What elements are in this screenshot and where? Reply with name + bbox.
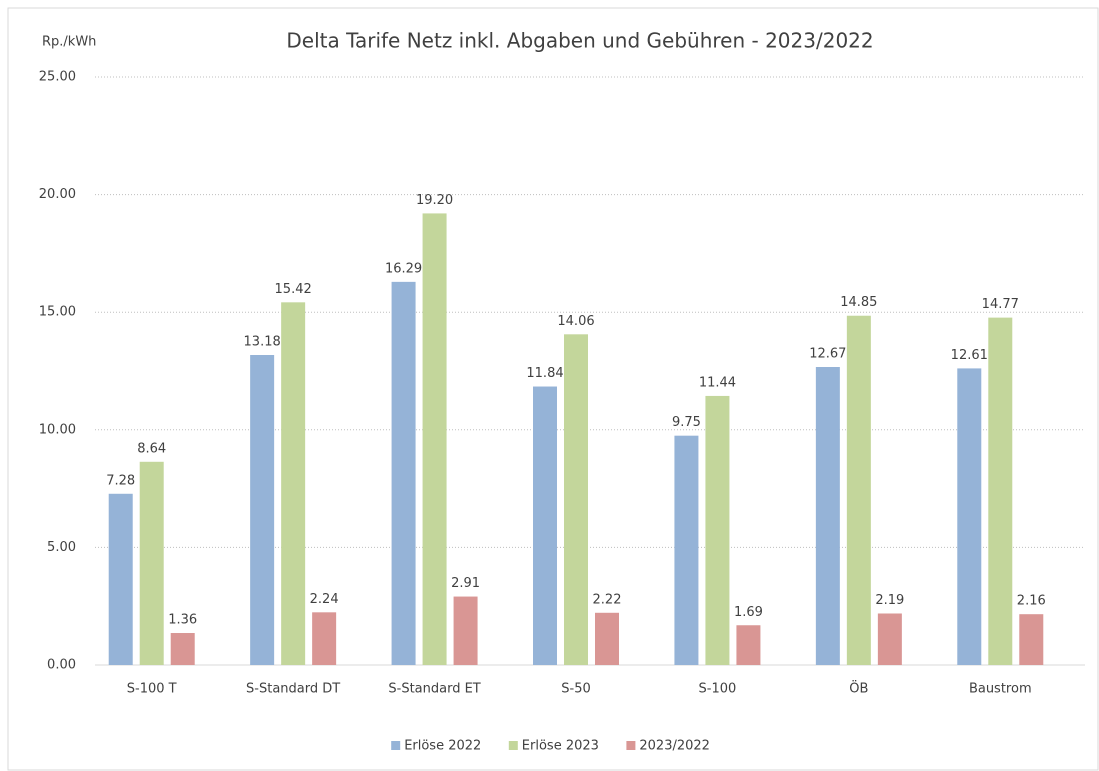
x-tick-label: S-Standard ET xyxy=(388,682,480,697)
data-label: 2.16 xyxy=(1017,594,1046,609)
bar xyxy=(846,315,871,665)
data-label: 12.61 xyxy=(951,348,988,363)
bar xyxy=(312,612,337,665)
data-label: 2.24 xyxy=(310,592,339,607)
data-label: 13.18 xyxy=(244,335,281,350)
legend-swatch xyxy=(391,741,401,750)
y-axis-label: Rp./kWh xyxy=(42,35,96,50)
data-label: 19.20 xyxy=(416,193,453,208)
bar xyxy=(139,461,164,665)
data-label: 7.28 xyxy=(106,473,135,488)
bar xyxy=(108,493,133,665)
legend-swatch xyxy=(508,741,518,750)
data-label: 2.22 xyxy=(593,592,622,607)
data-label: 14.77 xyxy=(982,297,1019,312)
legend-label: 2023/2022 xyxy=(639,739,710,754)
bar xyxy=(674,435,699,665)
chart-title: Delta Tarife Netz inkl. Abgaben und Gebü… xyxy=(286,29,873,53)
data-label: 11.44 xyxy=(699,375,736,390)
bar xyxy=(453,596,478,665)
data-label: 11.84 xyxy=(526,366,563,381)
x-tick-label: ÖB xyxy=(849,680,868,697)
bar xyxy=(391,281,416,665)
bar xyxy=(250,355,275,665)
y-tick-label: 0.00 xyxy=(47,658,76,673)
data-label: 2.19 xyxy=(875,593,904,608)
data-label: 15.42 xyxy=(275,282,312,297)
x-tick-label: S-Standard DT xyxy=(246,682,340,697)
data-label: 14.06 xyxy=(557,314,594,329)
legend-swatch xyxy=(626,741,636,750)
data-label: 16.29 xyxy=(385,261,422,276)
y-tick-label: 25.00 xyxy=(39,70,76,85)
legend-label: Erlöse 2022 xyxy=(404,739,481,754)
data-label: 2.91 xyxy=(451,576,480,591)
y-tick-label: 20.00 xyxy=(39,187,76,202)
y-tick-label: 10.00 xyxy=(39,422,76,437)
bar xyxy=(170,633,195,665)
data-label: 9.75 xyxy=(672,415,701,430)
x-tick-label: Baustrom xyxy=(969,682,1032,697)
data-label: 12.67 xyxy=(809,347,846,362)
bar xyxy=(988,317,1013,665)
bar xyxy=(705,395,730,665)
y-tick-label: 5.00 xyxy=(47,540,76,555)
data-label: 8.64 xyxy=(137,441,166,456)
bar xyxy=(564,334,588,665)
bar xyxy=(1019,614,1044,665)
x-tick-label: S-50 xyxy=(561,682,591,697)
bar xyxy=(877,613,902,665)
bar xyxy=(595,612,619,665)
data-label: 14.85 xyxy=(840,295,877,310)
x-tick-label: S-100 T xyxy=(127,682,177,697)
bar xyxy=(533,386,557,665)
data-label: 1.36 xyxy=(168,613,197,628)
bar xyxy=(815,367,840,665)
bar xyxy=(281,302,306,665)
legend-label: Erlöse 2023 xyxy=(522,739,599,754)
data-label: 1.69 xyxy=(734,605,763,620)
bar xyxy=(957,368,982,665)
bar xyxy=(422,213,447,665)
x-tick-label: S-100 xyxy=(699,682,737,697)
y-tick-label: 15.00 xyxy=(39,305,76,320)
bar xyxy=(736,625,761,665)
